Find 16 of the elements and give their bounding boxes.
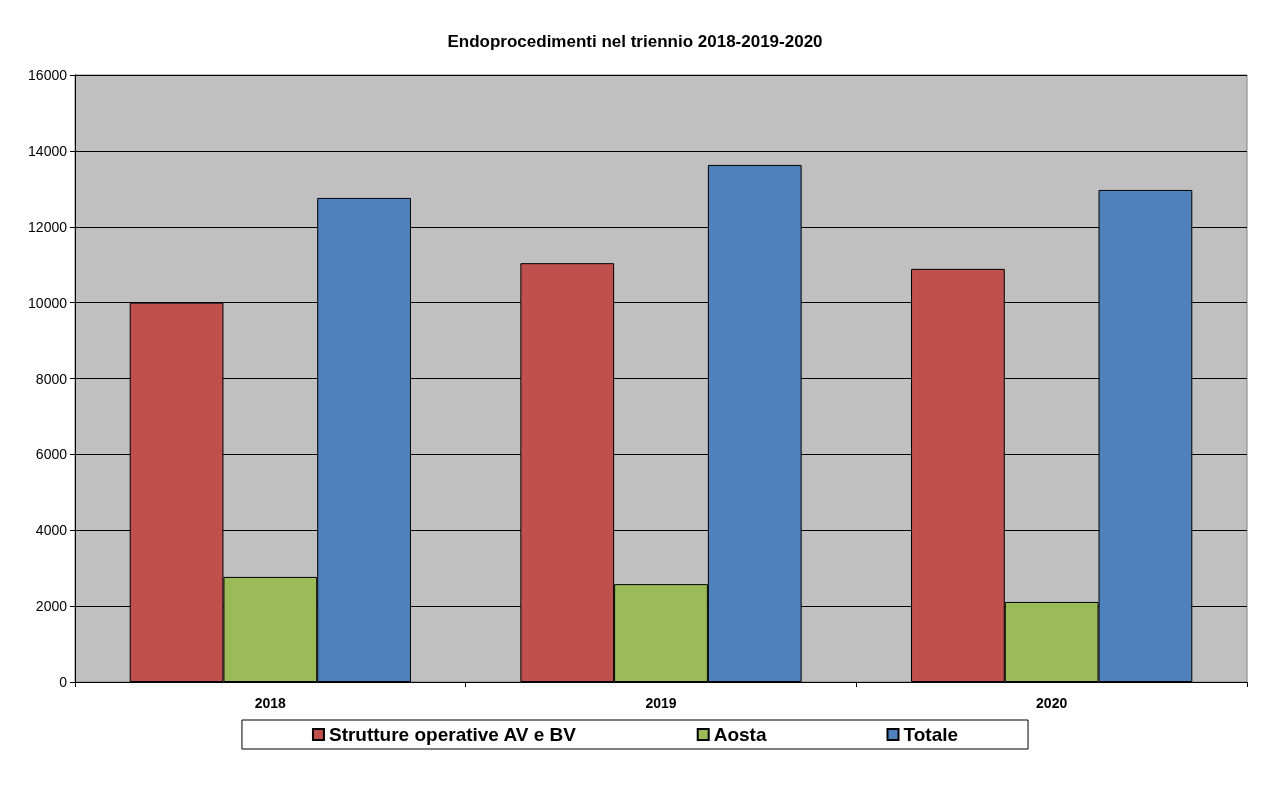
legend-label: Aosta	[713, 724, 767, 745]
y-tick-label: 8000	[35, 370, 68, 387]
legend-label: Totale	[903, 724, 959, 745]
y-tick-label: 12000	[28, 218, 68, 235]
y-tick-label: 0	[59, 674, 68, 690]
chart-title: Endoprocedimenti nel triennio 2018-2019-2020	[447, 32, 823, 51]
y-tick-label: 6000	[35, 446, 68, 463]
y-tick-label: 2000	[35, 598, 68, 615]
y-tick-label: 14000	[28, 142, 68, 159]
y-tick-label: 16000	[28, 67, 68, 83]
x-tick-label: 2018	[254, 695, 287, 711]
y-tick-label: 4000	[35, 522, 68, 539]
legend-label: Strutture operative AV e BV	[328, 724, 577, 745]
y-tick-label: 10000	[28, 294, 68, 311]
x-tick-label: 2020	[1036, 695, 1068, 711]
x-tick-label: 2019	[645, 695, 677, 711]
